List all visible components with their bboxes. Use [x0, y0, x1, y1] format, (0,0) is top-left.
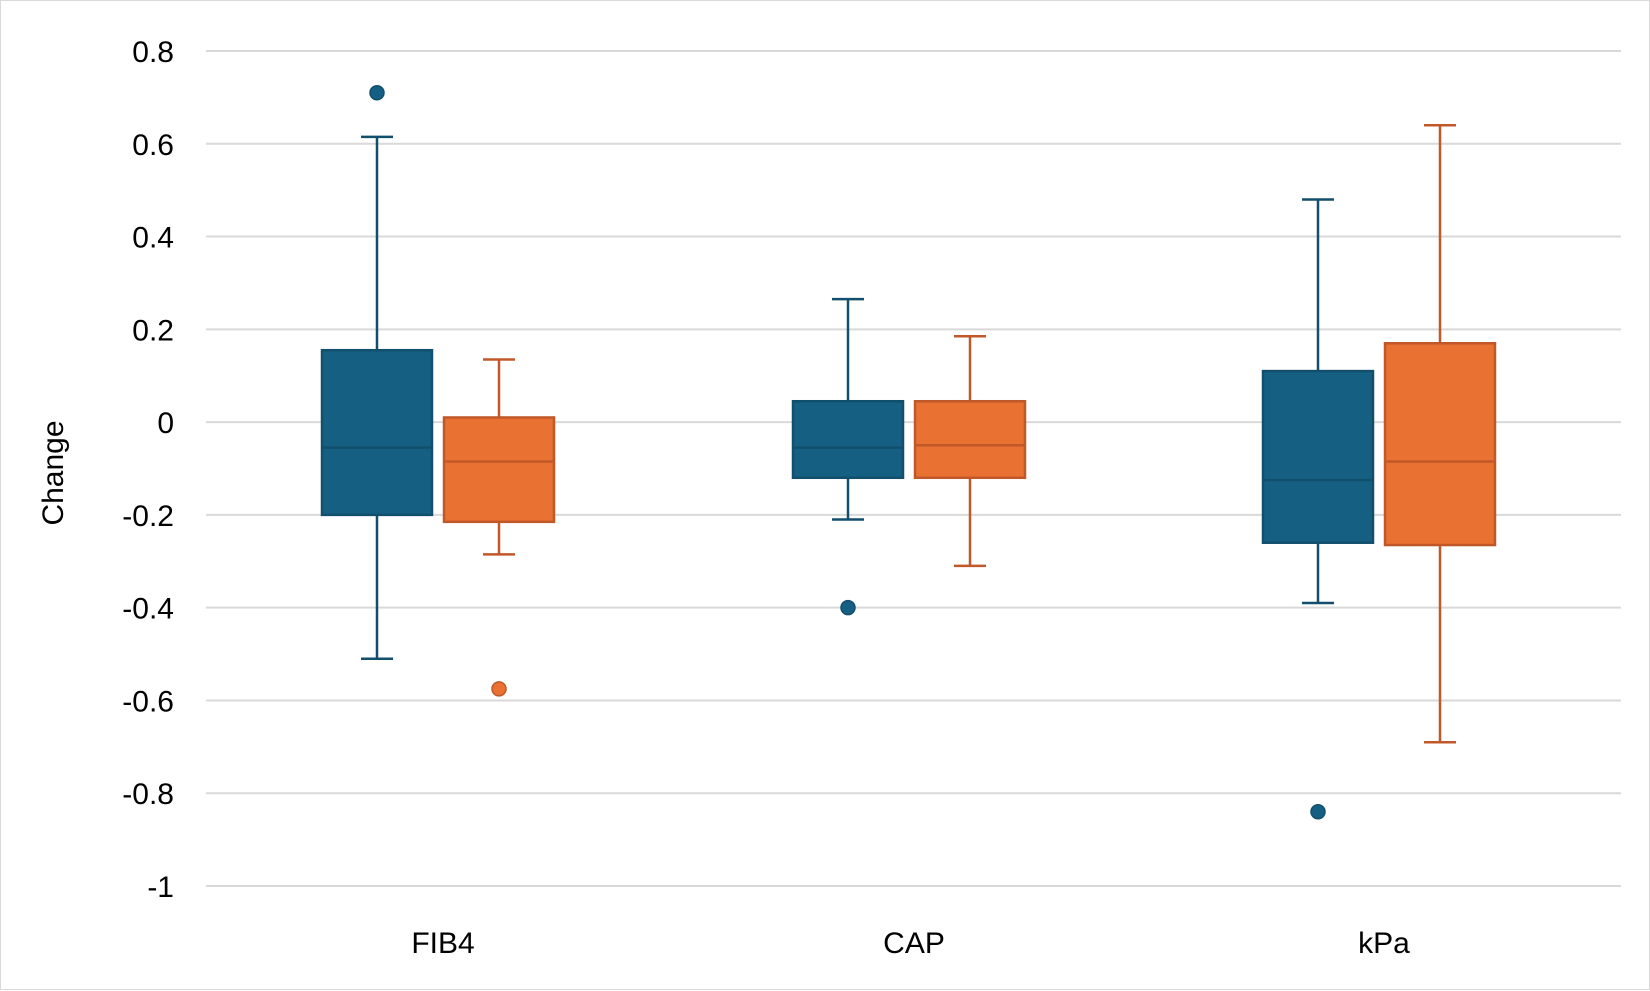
y-axis-title: Change: [37, 420, 70, 525]
y-tick-label: 0.6: [132, 129, 174, 162]
y-tick-label: 0: [157, 407, 174, 440]
boxes: [320, 85, 1497, 820]
box-kpa-series-2: [1383, 123, 1497, 744]
y-tick-label: -0.8: [122, 778, 174, 811]
outlier-point: [491, 681, 507, 697]
iqr-box: [791, 399, 905, 480]
outlier-point: [840, 599, 856, 616]
iqr-box: [1383, 342, 1497, 547]
x-tick-label: kPa: [1358, 927, 1410, 960]
y-tick-label: 0.8: [132, 36, 174, 69]
iqr-box: [1261, 369, 1375, 544]
iqr-box: [442, 416, 556, 524]
box-cap-series-2: [913, 335, 1027, 568]
x-tick-label: CAP: [883, 927, 945, 960]
x-tick-labels: FIB4 CAP kPa: [411, 927, 1410, 960]
box-fib4-series-2: [442, 358, 556, 697]
y-tick-label: -0.6: [122, 685, 174, 718]
outlier-point: [1310, 804, 1326, 820]
iqr-box: [320, 348, 434, 517]
box-kpa-series-1: [1261, 198, 1375, 820]
y-tick-labels: 0.8 0.6 0.4 0.2 0 -0.2 -0.4 -0.6 -0.8 -1: [122, 36, 174, 904]
y-tick-label: 0.2: [132, 314, 174, 347]
y-tick-label: -0.4: [122, 593, 174, 626]
box-fib4-series-1: [320, 85, 434, 660]
y-tick-label: -1: [147, 871, 174, 904]
box-cap-series-1: [791, 297, 905, 616]
x-tick-label: FIB4: [411, 927, 474, 960]
y-tick-label: -0.2: [122, 500, 174, 533]
iqr-box: [913, 399, 1027, 480]
y-tick-label: 0.4: [132, 222, 174, 255]
outlier-point: [369, 85, 385, 101]
